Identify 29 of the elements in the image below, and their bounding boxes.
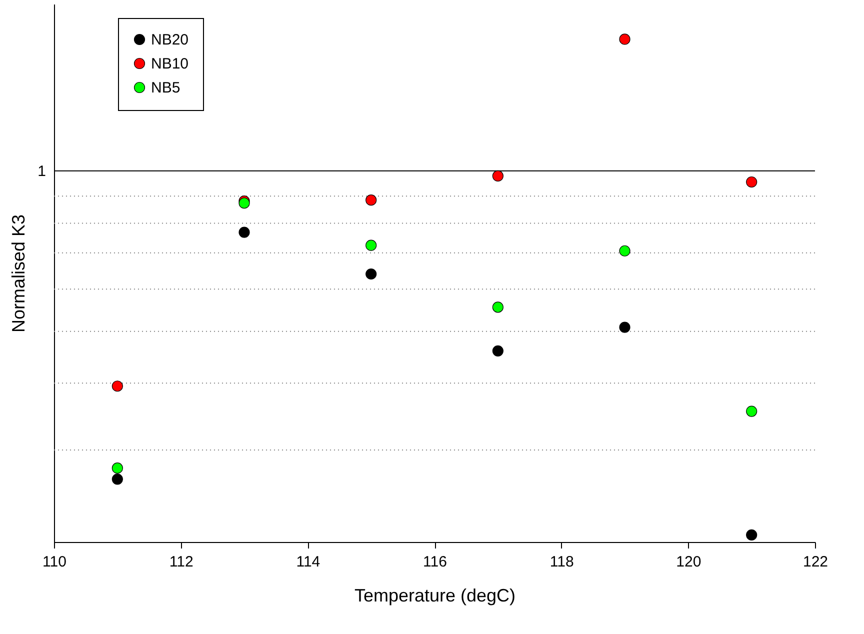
legend-label: NB10 [151,56,189,72]
point [366,194,377,206]
x-tick-label: 118 [550,554,574,570]
x-axis-title: Temperature (degC) [354,586,516,606]
point [492,345,504,356]
x-tick-label: 114 [296,554,320,570]
legend-label: NB5 [151,80,180,96]
x-tick-label: 120 [676,554,702,570]
point [746,176,758,188]
legend-label: NB20 [151,32,189,48]
y-axis-title: Normalised K3 [8,214,28,333]
point [619,245,630,256]
point [492,170,504,182]
point [112,474,123,485]
point [619,322,630,333]
x-tick-label: 112 [169,554,194,570]
point [238,226,250,238]
x-tick-label: 116 [423,554,447,570]
ref-line-label: 1 [38,162,46,180]
point [366,268,377,280]
point [492,302,504,313]
point [112,462,123,474]
x-tick-label: 110 [42,554,66,570]
point [366,240,377,251]
x-tick-label: 122 [802,554,828,570]
point [619,34,630,45]
point [746,529,758,540]
point [746,406,758,417]
point [112,380,123,392]
